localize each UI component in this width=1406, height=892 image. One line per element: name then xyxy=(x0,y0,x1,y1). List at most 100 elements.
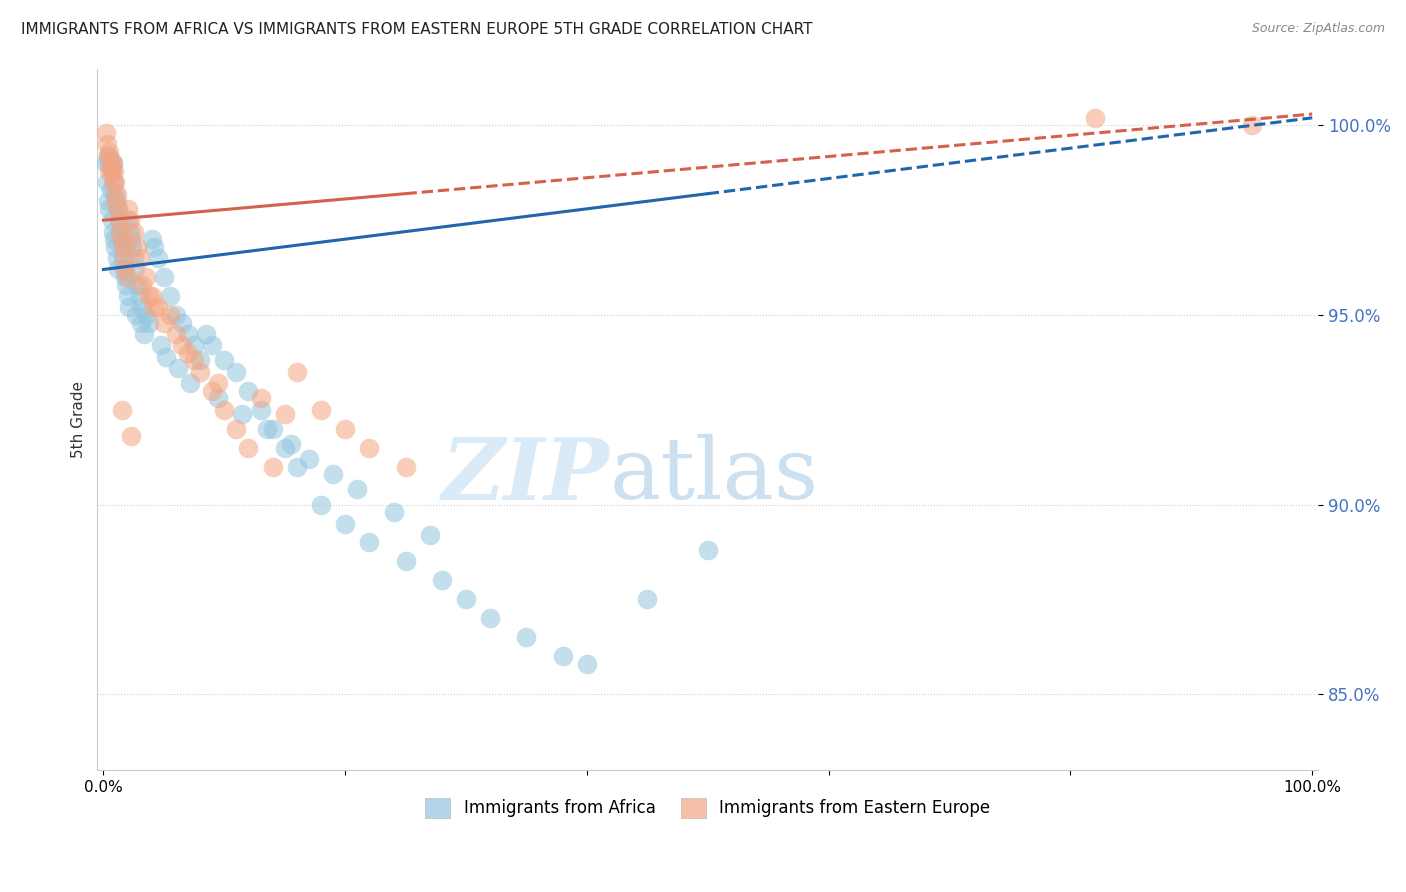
Point xyxy=(201,384,224,398)
Point xyxy=(138,316,160,330)
Text: ZIP: ZIP xyxy=(443,434,610,517)
Point xyxy=(359,441,381,455)
Point xyxy=(207,392,229,406)
Point xyxy=(101,225,124,239)
Point xyxy=(120,429,142,443)
Point xyxy=(256,422,278,436)
Point xyxy=(146,251,169,265)
Point xyxy=(94,126,117,140)
Point xyxy=(101,164,124,178)
Point xyxy=(110,232,132,246)
Point xyxy=(551,649,574,664)
Point xyxy=(333,422,356,436)
Point xyxy=(394,459,416,474)
Point xyxy=(1240,119,1263,133)
Point xyxy=(127,240,149,254)
Point xyxy=(177,326,200,341)
Text: Source: ZipAtlas.com: Source: ZipAtlas.com xyxy=(1251,22,1385,36)
Point xyxy=(112,262,135,277)
Point xyxy=(105,194,128,209)
Point xyxy=(225,422,247,436)
Point xyxy=(98,156,121,170)
Point xyxy=(238,441,260,455)
Point xyxy=(101,156,124,170)
Point xyxy=(104,194,127,209)
Point xyxy=(430,574,453,588)
Point xyxy=(107,202,129,216)
Point xyxy=(636,592,658,607)
Point xyxy=(101,175,124,189)
Text: atlas: atlas xyxy=(610,434,820,517)
Point xyxy=(238,384,260,398)
Point xyxy=(98,164,121,178)
Point xyxy=(515,630,537,644)
Legend: Immigrants from Africa, Immigrants from Eastern Europe: Immigrants from Africa, Immigrants from … xyxy=(419,791,997,825)
Point xyxy=(98,202,121,216)
Point xyxy=(214,402,236,417)
Point xyxy=(138,289,160,303)
Point xyxy=(141,232,163,246)
Point xyxy=(309,402,332,417)
Point xyxy=(179,376,201,391)
Point xyxy=(153,316,176,330)
Point xyxy=(97,149,120,163)
Point xyxy=(143,301,166,315)
Point xyxy=(97,194,120,209)
Point xyxy=(146,301,169,315)
Point xyxy=(111,240,134,254)
Point xyxy=(394,554,416,568)
Point xyxy=(195,326,218,341)
Point xyxy=(285,459,308,474)
Point xyxy=(454,592,477,607)
Point xyxy=(112,251,135,265)
Point xyxy=(696,543,718,558)
Point xyxy=(110,232,132,246)
Point xyxy=(165,326,187,341)
Point xyxy=(117,213,139,227)
Y-axis label: 5th Grade: 5th Grade xyxy=(72,381,86,458)
Point xyxy=(165,308,187,322)
Point xyxy=(177,346,200,360)
Point xyxy=(121,240,143,254)
Point xyxy=(101,164,124,178)
Point xyxy=(167,361,190,376)
Point xyxy=(188,353,211,368)
Point xyxy=(575,657,598,671)
Point xyxy=(122,225,145,239)
Point xyxy=(104,240,127,254)
Point xyxy=(117,270,139,285)
Text: IMMIGRANTS FROM AFRICA VS IMMIGRANTS FROM EASTERN EUROPE 5TH GRADE CORRELATION C: IMMIGRANTS FROM AFRICA VS IMMIGRANTS FRO… xyxy=(21,22,813,37)
Point xyxy=(96,175,118,189)
Point xyxy=(129,316,152,330)
Point xyxy=(225,365,247,379)
Point xyxy=(114,270,136,285)
Point xyxy=(103,232,125,246)
Point xyxy=(150,338,173,352)
Point xyxy=(100,183,122,197)
Point xyxy=(110,225,132,239)
Point xyxy=(274,407,297,421)
Point xyxy=(101,156,124,170)
Point xyxy=(249,392,271,406)
Point xyxy=(135,308,157,322)
Point xyxy=(118,301,141,315)
Point xyxy=(479,611,502,625)
Point xyxy=(249,402,271,417)
Point xyxy=(201,338,224,352)
Point xyxy=(104,186,127,201)
Point xyxy=(110,225,132,239)
Point xyxy=(207,376,229,391)
Point xyxy=(131,277,153,292)
Point xyxy=(108,213,131,227)
Point xyxy=(346,483,368,497)
Point xyxy=(107,262,129,277)
Point xyxy=(101,213,124,227)
Point xyxy=(94,156,117,170)
Point xyxy=(125,308,148,322)
Point xyxy=(134,326,156,341)
Point xyxy=(115,277,138,292)
Point xyxy=(108,213,131,227)
Point xyxy=(183,353,205,368)
Point xyxy=(159,289,181,303)
Point xyxy=(170,338,193,352)
